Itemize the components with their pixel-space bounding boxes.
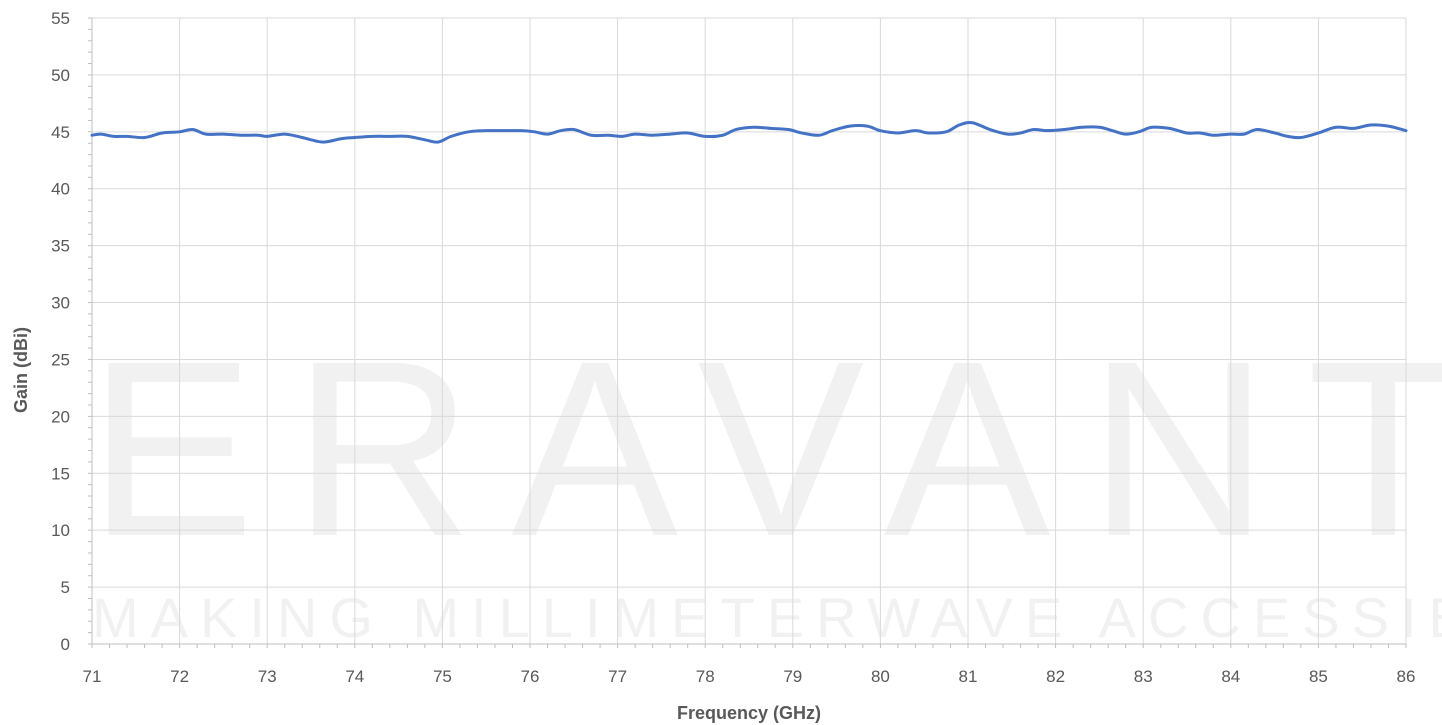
x-tick-label: 82: [1046, 667, 1065, 686]
y-tick-label: 40: [51, 180, 70, 199]
y-tick-label: 25: [51, 350, 70, 369]
y-tick-label: 10: [51, 521, 70, 540]
x-tick-label: 75: [433, 667, 452, 686]
x-axis-title: Frequency (GHz): [677, 703, 821, 723]
watermark-tagline: MAKING MILLIMETERWAVE ACCESSIBLE: [92, 586, 1442, 649]
watermark: ERAVANT MAKING MILLIMETERWAVE ACCESSIBLE: [88, 309, 1442, 649]
y-tick-labels: 0 5 10 15 20 25 30 35 40 45 50 55: [51, 9, 70, 654]
x-tick-label: 84: [1221, 667, 1240, 686]
x-tick-label: 72: [170, 667, 189, 686]
x-tick-label: 77: [608, 667, 627, 686]
x-tick-label: 79: [783, 667, 802, 686]
series: [90, 121, 1408, 144]
grid: [92, 17, 1407, 644]
x-tick-label: 81: [959, 667, 978, 686]
x-tick-labels: 71 72 73 74 75 76 77 78 79 80 81 82 83 84 85 86: [83, 667, 1416, 686]
x-tick-label: 86: [1397, 667, 1416, 686]
y-tick-label: 15: [51, 464, 70, 483]
x-tick-label: 76: [521, 667, 540, 686]
x-tick-label: 80: [871, 667, 890, 686]
y-tick-label: 5: [61, 578, 70, 597]
y-tick-label: 0: [61, 635, 70, 654]
y-tick-label: 45: [51, 123, 70, 142]
axes: [88, 17, 1407, 648]
y-axis-title: Gain (dBi): [11, 327, 31, 413]
x-tick-label: 71: [83, 667, 102, 686]
watermark-brand: ERAVANT: [88, 309, 1442, 588]
y-tick-label: 50: [51, 66, 70, 85]
y-tick-label: 30: [51, 294, 70, 313]
x-tick-label: 78: [696, 667, 715, 686]
x-tick-label: 74: [345, 667, 364, 686]
x-tick-label: 73: [258, 667, 277, 686]
x-tick-label: 83: [1134, 667, 1153, 686]
y-tick-label: 55: [51, 9, 70, 28]
y-tick-label: 20: [51, 407, 70, 426]
x-tick-label: 85: [1309, 667, 1328, 686]
series-line-gain: [90, 121, 1408, 144]
y-tick-label: 35: [51, 237, 70, 256]
